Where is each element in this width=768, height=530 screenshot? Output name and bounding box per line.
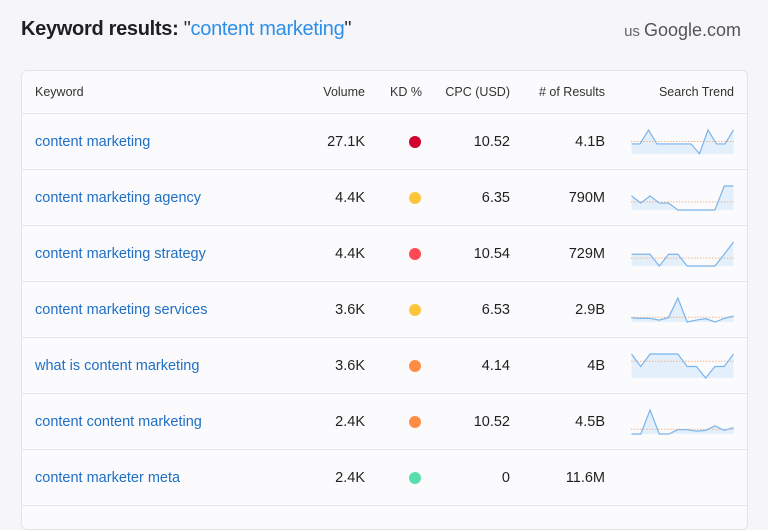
- volume: 4.4K: [335, 245, 365, 262]
- query-text: content marketing: [190, 18, 345, 40]
- search-trend-sparkline: [631, 241, 734, 267]
- trend-fill: [631, 185, 734, 210]
- cpc: 6.53: [481, 301, 510, 318]
- kd-indicator: [409, 303, 421, 316]
- search-trend-sparkline: [631, 352, 734, 379]
- cpc: 10.52: [473, 133, 510, 150]
- search-trend-sparkline: [631, 407, 734, 435]
- results-count: 729M: [568, 245, 605, 262]
- kd-indicator: [409, 135, 421, 148]
- keyword-table: Keyword Volume KD % CPC (USD) # of Resul…: [21, 70, 748, 530]
- results-count: 790M: [568, 189, 605, 206]
- keyword-link[interactable]: content marketing services: [35, 301, 208, 318]
- kd-indicator: [409, 359, 421, 372]
- keyword-link[interactable]: content marketing agency: [35, 189, 202, 206]
- cpc: 10.54: [473, 245, 510, 262]
- keyword-link[interactable]: content content marketing: [35, 413, 202, 430]
- search-trend-sparkline: [631, 463, 734, 493]
- cpc: 0: [501, 469, 510, 486]
- results-count: 4B: [587, 357, 605, 374]
- table-row: content content marketing 2.4K 10.52 4.5…: [22, 394, 747, 450]
- volume: 3.6K: [335, 357, 365, 374]
- cpc: 4.14: [481, 357, 510, 374]
- volume: 2.4K: [335, 469, 365, 486]
- kd-indicator: [409, 415, 421, 428]
- database-label: us Google.com: [624, 20, 741, 41]
- trend-fill: [631, 409, 734, 434]
- col-cpc[interactable]: CPC (USD): [445, 85, 510, 99]
- search-trend-sparkline: [631, 295, 734, 323]
- col-results[interactable]: # of Results: [538, 85, 605, 99]
- results-count: 11.6M: [565, 469, 605, 486]
- volume: 3.6K: [335, 301, 365, 318]
- trend-fill: [631, 353, 734, 378]
- trend-line: [631, 128, 734, 155]
- trend-line: [631, 407, 734, 435]
- kd-indicator: [409, 247, 421, 260]
- col-keyword[interactable]: Keyword: [35, 85, 84, 99]
- volume: 2.4K: [335, 413, 365, 430]
- country-code: us: [624, 23, 640, 40]
- col-kd[interactable]: KD %: [390, 85, 422, 99]
- database-name: Google.com: [643, 20, 741, 40]
- table-header: Keyword Volume KD % CPC (USD) # of Resul…: [22, 71, 747, 114]
- table-row: content marketing services 3.6K 6.53 2.9…: [22, 282, 747, 338]
- cpc: 6.35: [481, 189, 510, 206]
- search-trend-sparkline: [631, 184, 734, 211]
- trend-line: [631, 184, 734, 211]
- keyword-link[interactable]: content marketer meta: [35, 469, 181, 486]
- col-volume[interactable]: Volume: [323, 85, 365, 99]
- results-count: 4.1B: [575, 133, 605, 150]
- kd-indicator: [409, 471, 421, 484]
- trend-line: [631, 295, 734, 323]
- trend-line: [631, 241, 734, 267]
- cpc: 10.52: [473, 413, 510, 430]
- quote: ": [183, 18, 191, 40]
- trend-line: [631, 352, 734, 379]
- results-count: 4.5B: [575, 413, 605, 430]
- volume: 27.1K: [327, 133, 365, 150]
- title-prefix: Keyword results:: [21, 18, 179, 40]
- keyword-link[interactable]: what is content marketing: [35, 357, 200, 374]
- kd-indicator: [409, 191, 421, 204]
- quote: ": [344, 18, 352, 40]
- page-title: Keyword results: "content marketing": [21, 18, 352, 41]
- table-row: what is content marketing 3.6K 4.14 4B: [22, 338, 747, 394]
- trend-fill: [631, 241, 734, 266]
- keyword-link[interactable]: content marketing strategy: [35, 245, 206, 262]
- table-row: content marketing 27.1K 10.52 4.1B: [22, 114, 747, 170]
- table-row: content marketer meta 2.4K 0 11.6M: [22, 450, 747, 506]
- results-count: 2.9B: [575, 301, 605, 318]
- table-row: content marketing agency 4.4K 6.35 790M: [22, 170, 747, 226]
- volume: 4.4K: [335, 189, 365, 206]
- col-trend: Search Trend: [658, 85, 734, 99]
- keyword-link[interactable]: content marketing: [35, 133, 151, 150]
- trend-fill: [631, 129, 734, 154]
- table-row: content marketing strategy 4.4K 10.54 72…: [22, 226, 747, 282]
- search-trend-sparkline: [631, 128, 734, 155]
